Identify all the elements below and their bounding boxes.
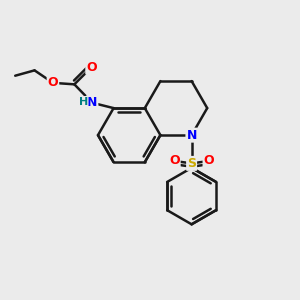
Text: O: O: [86, 61, 97, 74]
Text: O: O: [48, 76, 58, 89]
Text: O: O: [203, 154, 214, 167]
Text: N: N: [87, 96, 98, 109]
Text: N: N: [186, 129, 197, 142]
Text: O: O: [169, 154, 180, 167]
Text: H: H: [79, 97, 88, 106]
Text: S: S: [187, 157, 196, 170]
